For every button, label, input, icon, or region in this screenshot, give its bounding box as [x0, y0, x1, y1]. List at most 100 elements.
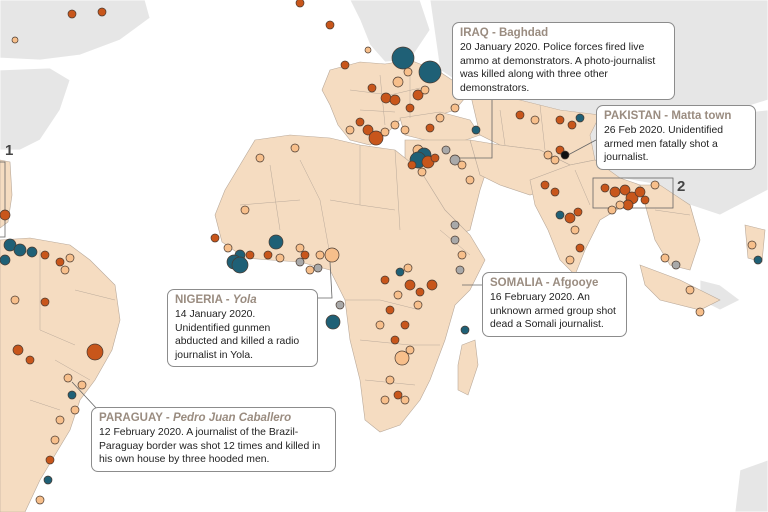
event-marker: [40, 297, 50, 307]
callout-pakistan-text: 26 Feb 2020. Unidentified armed men fata…: [604, 125, 724, 164]
event-marker: [560, 150, 570, 160]
leader-paraguay: [71, 381, 99, 411]
event-marker: [77, 380, 87, 390]
event-marker: [391, 46, 415, 70]
callout-iraq-text: 20 January 2020. Police forces fired liv…: [460, 42, 656, 94]
event-marker: [515, 110, 525, 120]
event-marker: [550, 187, 560, 197]
callout-somalia-place: Afgooye: [552, 277, 599, 289]
event-marker: [412, 89, 424, 101]
event-marker: [404, 279, 416, 291]
event-marker: [275, 253, 285, 263]
callout-paraguay-sep: -: [162, 412, 173, 424]
event-marker: [394, 350, 410, 366]
event-marker: [671, 260, 681, 270]
event-marker: [400, 395, 410, 405]
event-marker: [550, 155, 560, 165]
leader-nigeria: [318, 261, 333, 299]
event-marker: [567, 120, 577, 130]
event-marker: [405, 103, 415, 113]
event-marker: [63, 373, 73, 383]
event-marker: [450, 220, 460, 230]
event-marker: [471, 125, 481, 135]
callout-paraguay-place: Pedro Juan Caballero: [172, 412, 292, 424]
leader-pakistan: [567, 139, 597, 156]
event-marker: [753, 255, 763, 265]
event-marker: [55, 257, 65, 267]
callout-somalia: SOMALIA - Afgooye 16 February 2020. An u…: [482, 272, 627, 337]
event-marker: [575, 113, 585, 123]
callout-somalia-sep: -: [542, 277, 553, 289]
event-marker: [390, 335, 400, 345]
event-marker: [380, 127, 390, 137]
callout-nigeria: NIGERIA - Yola 14 January 2020. Unidenti…: [167, 289, 318, 368]
event-marker: [375, 320, 385, 330]
event-marker: [35, 495, 45, 505]
event-marker: [465, 175, 475, 185]
event-marker: [390, 120, 400, 130]
event-marker: [231, 256, 249, 274]
callout-pakistan-sep: -: [661, 110, 672, 122]
callout-nigeria-sep: -: [222, 294, 233, 306]
callout-paraguay-text: 12 February 2020. A journalist of the Br…: [99, 427, 321, 466]
madagascar: [457, 339, 479, 396]
callout-somalia-country: SOMALIA: [490, 277, 543, 289]
callout-nigeria-text: 14 January 2020. Unidentified gunmen abd…: [175, 309, 300, 361]
callout-nigeria-place: Yola: [232, 294, 257, 306]
event-marker: [455, 265, 465, 275]
event-marker: [60, 265, 70, 275]
event-marker: [380, 275, 390, 285]
event-marker: [449, 154, 461, 166]
callout-iraq: IRAQ - Baghdad 20 January 2020. Police f…: [452, 22, 675, 101]
callout-somalia-header: SOMALIA - Afgooye: [490, 276, 619, 291]
event-marker: [255, 153, 265, 163]
region-box-1: [0, 161, 6, 238]
event-marker: [86, 343, 104, 361]
event-marker: [435, 113, 445, 123]
event-marker: [67, 9, 77, 19]
event-markers: [0, 0, 763, 505]
event-marker: [245, 250, 255, 260]
event-marker: [305, 265, 315, 275]
callout-iraq-header: IRAQ - Baghdad: [460, 26, 667, 41]
event-marker: [335, 300, 345, 310]
event-marker: [295, 0, 305, 8]
event-marker: [607, 205, 617, 215]
callout-pakistan-place: Matta town: [671, 110, 732, 122]
callout-nigeria-header: NIGERIA - Yola: [175, 293, 310, 308]
event-marker: [457, 250, 467, 260]
event-marker: [426, 279, 438, 291]
event-marker: [268, 234, 284, 250]
event-marker: [400, 125, 410, 135]
event-marker: [43, 475, 53, 485]
event-marker: [405, 345, 415, 355]
event-marker: [457, 160, 467, 170]
event-marker: [67, 390, 77, 400]
event-marker: [685, 285, 695, 295]
event-marker: [324, 247, 340, 263]
event-marker: [695, 307, 705, 317]
event-marker: [385, 375, 395, 385]
event-marker: [325, 314, 341, 330]
region-label-2: 2: [677, 178, 686, 195]
event-marker: [26, 246, 38, 258]
callout-pakistan: PAKISTAN - Matta town 26 Feb 2020. Unide…: [596, 105, 756, 170]
event-marker: [45, 455, 55, 465]
event-marker: [615, 200, 625, 210]
event-marker: [660, 253, 670, 263]
callout-iraq-sep: -: [488, 27, 499, 39]
callout-pakistan-country: PAKISTAN: [604, 110, 662, 122]
event-marker: [97, 7, 107, 17]
event-marker: [392, 76, 404, 88]
event-marker: [340, 60, 350, 70]
region-boxes: [0, 161, 674, 238]
callout-iraq-country: IRAQ: [460, 27, 489, 39]
leader-lines: [71, 92, 597, 411]
event-marker: [565, 255, 575, 265]
event-marker: [345, 125, 355, 135]
greenland: [0, 0, 151, 61]
event-marker: [575, 243, 585, 253]
event-marker: [12, 344, 24, 356]
event-marker: [290, 143, 300, 153]
